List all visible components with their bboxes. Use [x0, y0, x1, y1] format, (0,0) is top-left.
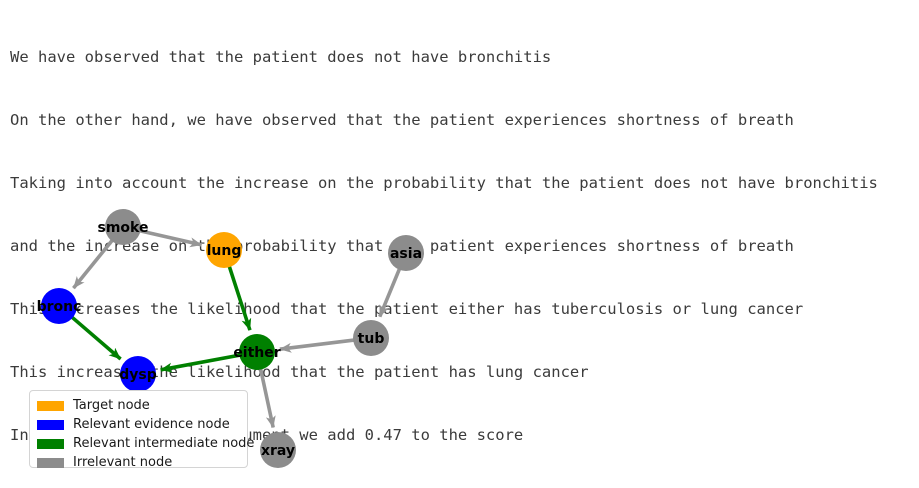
legend-label: Relevant intermediate node — [73, 436, 255, 451]
node-asia — [388, 235, 424, 271]
console-line: On the other hand, we have observed that… — [10, 111, 794, 129]
node-bronc — [41, 288, 77, 324]
legend-label: Relevant evidence node — [73, 417, 230, 432]
edge-smoke-bronc — [72, 238, 115, 290]
evidence-node-swatch — [37, 419, 64, 430]
node-label-bronc: bronc — [37, 299, 82, 315]
edge-smoke-lung — [138, 228, 203, 248]
legend-item-evidence: Relevant evidence node — [37, 415, 247, 434]
legend-item-intermediate: Relevant intermediate node — [37, 434, 254, 453]
node-either — [239, 334, 275, 370]
node-label-dysp: dysp — [119, 367, 157, 383]
legend-item-target: Target node — [37, 396, 247, 415]
bayesian-network-diagram: smoke lung asia bronc tub either dysp xray — [0, 195, 470, 488]
node-label-lung: lung — [207, 243, 242, 259]
node-tub — [353, 320, 389, 356]
console-line: This increases the likelihood that the p… — [10, 300, 804, 318]
intermediate-node-swatch — [37, 438, 64, 449]
legend: Target node Relevant evidence node Relev… — [29, 390, 254, 470]
legend-item-irrelevant: Irrelevant node — [37, 453, 247, 472]
edge-lung-either — [227, 264, 252, 331]
console-output: We have observed that the patient does n… — [10, 5, 878, 488]
network-graph-canvas: smoke lung asia bronc tub either dysp xray — [37, 209, 424, 468]
node-label-xray: xray — [261, 443, 295, 459]
node-label-tub: tub — [358, 331, 385, 347]
edge-tub-either — [279, 338, 356, 353]
target-node-swatch — [37, 400, 64, 411]
irrelevant-node-swatch — [37, 457, 64, 468]
node-lung — [206, 232, 242, 268]
console-line: Taking into account the increase on the … — [10, 174, 878, 192]
node-dysp — [120, 356, 156, 392]
node-label-smoke: smoke — [98, 220, 149, 236]
edge-bronc-dysp — [69, 315, 122, 361]
console-line: This increases the likelihood that the p… — [10, 363, 589, 381]
node-smoke — [105, 209, 141, 245]
edge-either-xray — [258, 367, 276, 428]
legend-label: Target node — [73, 398, 150, 413]
edge-asia-tub — [378, 267, 402, 318]
console-line: We have observed that the patient does n… — [10, 48, 552, 66]
node-label-either: either — [233, 345, 280, 361]
node-label-asia: asia — [390, 246, 422, 262]
edge-either-dysp — [160, 353, 242, 373]
node-xray — [260, 432, 296, 468]
legend-label: Irrelevant node — [73, 455, 173, 470]
